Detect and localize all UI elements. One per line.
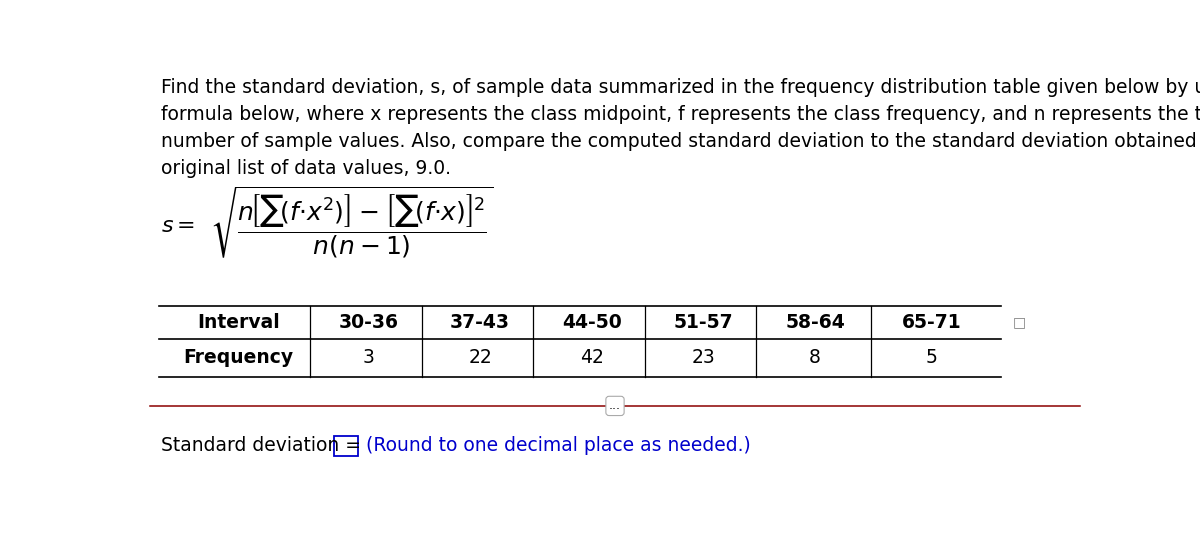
Text: $\sqrt{\dfrac{n\!\left[\sum\!\left(f{\cdot}x^2\right)\right]-\left[\sum\!\left(f: $\sqrt{\dfrac{n\!\left[\sum\!\left(f{\cd…	[210, 184, 493, 260]
Text: formula below, where x represents the class midpoint, f represents the class fre: formula below, where x represents the cl…	[161, 105, 1200, 124]
Text: Standard deviation =: Standard deviation =	[161, 436, 367, 455]
Text: 8: 8	[809, 349, 821, 367]
Text: 44-50: 44-50	[562, 313, 622, 332]
Text: 3: 3	[362, 349, 374, 367]
Text: (Round to one decimal place as needed.): (Round to one decimal place as needed.)	[366, 436, 750, 455]
Text: 5: 5	[925, 349, 937, 367]
Text: Find the standard deviation, s, of sample data summarized in the frequency distr: Find the standard deviation, s, of sampl…	[161, 78, 1200, 97]
Text: number of sample values. Also, compare the computed standard deviation to the st: number of sample values. Also, compare t…	[161, 132, 1200, 151]
FancyBboxPatch shape	[334, 435, 359, 456]
Text: 37-43: 37-43	[450, 313, 510, 332]
Text: 42: 42	[580, 349, 604, 367]
Text: 51-57: 51-57	[673, 313, 733, 332]
Text: $s=$: $s=$	[161, 216, 196, 236]
Text: Frequency: Frequency	[184, 349, 294, 367]
Text: 65-71: 65-71	[901, 313, 961, 332]
Text: 30-36: 30-36	[338, 313, 398, 332]
Text: original list of data values, 9.0.: original list of data values, 9.0.	[161, 159, 451, 178]
Text: 58-64: 58-64	[785, 313, 845, 332]
Text: □: □	[1013, 315, 1026, 329]
Text: ...: ...	[610, 400, 622, 413]
Text: Interval: Interval	[197, 313, 280, 332]
Text: 23: 23	[691, 349, 715, 367]
Text: 22: 22	[468, 349, 492, 367]
